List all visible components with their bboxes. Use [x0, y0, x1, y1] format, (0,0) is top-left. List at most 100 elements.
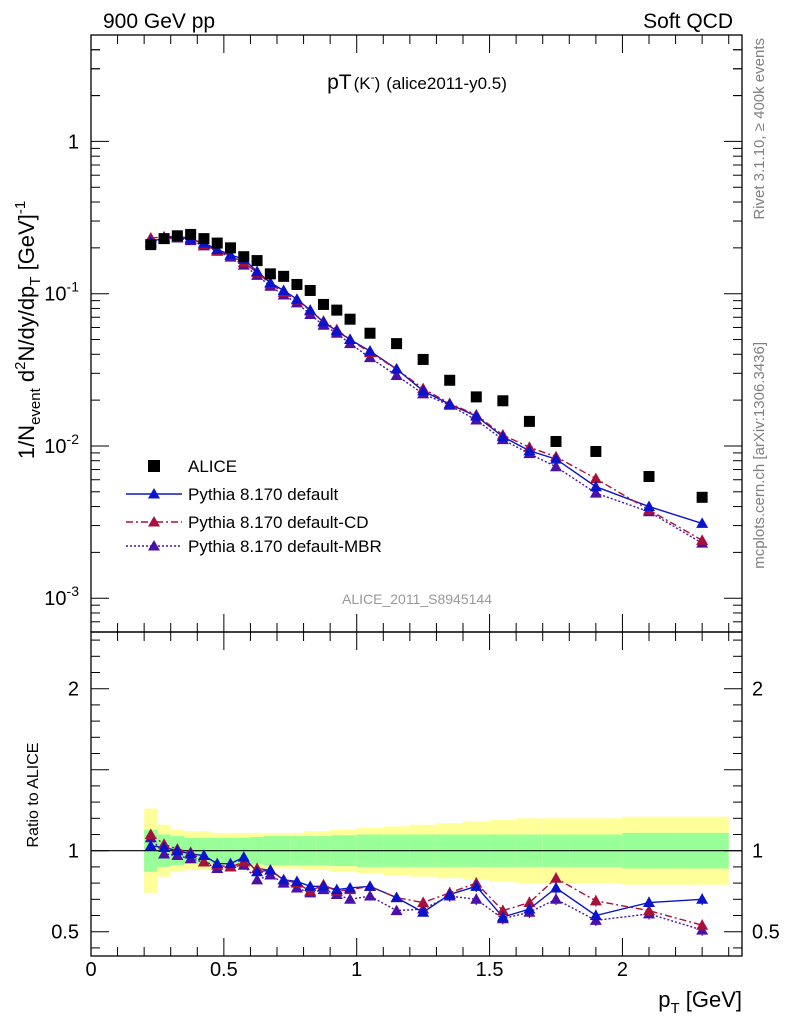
data-point [470, 391, 482, 403]
data-point [251, 255, 263, 267]
ratio-series-marker [264, 864, 277, 875]
ratio-series-marker [470, 893, 483, 904]
ylabel-part-d: [GeV] [14, 214, 39, 276]
legend-entry-label: Pythia 8.170 default [188, 485, 339, 504]
ratio-y-tick-label-left: 0.5 [51, 922, 79, 944]
main-series-line [150, 236, 703, 525]
ratio-series-marker [144, 828, 157, 839]
ratio-series-marker [390, 891, 403, 903]
data-point [344, 313, 356, 325]
ratio-y-tick-label-right: 1 [752, 841, 763, 863]
main-series-marker [589, 487, 602, 498]
main-series-marker [390, 369, 403, 381]
main-series-marker [643, 500, 655, 512]
ratio-series-marker [344, 893, 357, 904]
mcplots-label: mcplots.cern.ch [arXiv:1306.3436] [751, 342, 768, 569]
ratio-series-marker [643, 904, 655, 916]
main-y-axis-label: 1/Nevent d2N/dy/dpT [GeV]-1 [12, 201, 44, 459]
ratio-y-tick-label-right: 2 [752, 679, 763, 701]
data-point [696, 491, 708, 503]
x-axis-label: pT [GeV] [658, 987, 742, 1017]
ylabel-part-c: N/dy/dp [14, 286, 39, 362]
main-y-tick-label-sup: -3 [67, 583, 80, 599]
x-tick-label: 1.5 [476, 959, 504, 981]
data-point [145, 239, 157, 251]
ratio-series-marker [277, 873, 290, 885]
ratio-series-marker [251, 873, 264, 885]
main-series-marker [589, 480, 602, 492]
ratio-series-marker [171, 844, 184, 856]
main-y-tick-label: 10-3 [44, 583, 79, 610]
x-tick-label: 1 [351, 959, 362, 981]
data-point [304, 284, 316, 296]
ratio-series-marker [237, 851, 250, 862]
x-tick-label: 0.5 [210, 959, 238, 981]
ratio-series-marker [550, 893, 562, 904]
ylabel-sup1: 2 [12, 362, 29, 370]
data-point [444, 374, 456, 386]
data-point [364, 327, 376, 339]
ylabel-sup2: -1 [12, 201, 29, 214]
data-point [318, 298, 329, 310]
data-point [331, 304, 343, 316]
main-series-marker [277, 284, 290, 295]
data-point [198, 233, 210, 245]
ratio-series-marker [317, 880, 330, 891]
ratio-series-marker [496, 911, 509, 922]
main-series-marker [251, 265, 264, 276]
ratio-y-tick-label-left: 2 [68, 679, 79, 701]
main-series-marker [417, 384, 430, 396]
ratio-series-marker [224, 857, 237, 869]
rivet-version-label: Rivet 3.1.10, ≥ 400k events [751, 38, 768, 220]
data-point [643, 471, 655, 483]
ratio-series-marker [211, 857, 224, 869]
ratio-series-marker [523, 903, 536, 914]
legend-marker [148, 488, 160, 499]
xlabel-part-a: p [658, 987, 670, 1012]
ratio-series-marker [589, 909, 602, 920]
legend-entry-label: Pythia 8.170 default-MBR [188, 537, 382, 556]
main-series-marker [470, 410, 483, 421]
ratio-series-marker [197, 849, 210, 861]
legend-marker [148, 540, 160, 551]
main-y-tick-label-base: 10 [44, 284, 66, 306]
main-y-tick-label: 1 [68, 131, 79, 153]
data-point [264, 268, 276, 280]
legend-entry-label: ALICE [188, 457, 237, 476]
data-point [497, 395, 509, 407]
main-series-marker [264, 276, 277, 288]
main-y-ticks: 110-110-210-3 [44, 34, 742, 633]
analysis-watermark: ALICE_2011_S8945144 [342, 591, 492, 607]
main-series-marker [211, 243, 224, 255]
title-main: pT [327, 71, 352, 94]
ratio-series-marker [696, 919, 709, 930]
main-series-marker [364, 345, 376, 356]
main-series-marker [290, 293, 303, 304]
main-series-marker [550, 453, 562, 464]
ratio-series-marker [390, 904, 403, 916]
ratio-series-marker [158, 841, 171, 852]
ratio-series-marker [643, 896, 655, 908]
main-y-tick-label-sup: -1 [67, 279, 80, 295]
ratio-series-marker [144, 839, 157, 851]
data-point [291, 278, 303, 290]
ylabel-sub2: T [27, 277, 44, 286]
main-y-tick-label-base: 10 [44, 436, 66, 458]
ratio-series-marker [523, 896, 536, 908]
ratio-series-marker [443, 888, 456, 899]
ratio-series-marker [158, 847, 171, 859]
ratio-series-marker [696, 893, 709, 904]
main-y-tick-label: 10-1 [44, 279, 79, 306]
ratio-series-marker [470, 880, 483, 891]
ylabel-part-a: 1/N [14, 425, 39, 459]
data-point [211, 237, 223, 249]
ratio-ticks: 0 0.5 1 1.5 2 0.5 0.5 1 1 2 2 [51, 632, 780, 981]
ratio-series-marker [417, 906, 430, 917]
ratio-plot-area [91, 808, 742, 893]
ratio-series-marker [197, 856, 210, 867]
main-series-marker [304, 304, 317, 315]
main-series-marker [443, 398, 456, 409]
title-ref: (alice2011-y0.5) [386, 74, 507, 93]
main-y-tick-label-sup: -2 [67, 431, 80, 447]
